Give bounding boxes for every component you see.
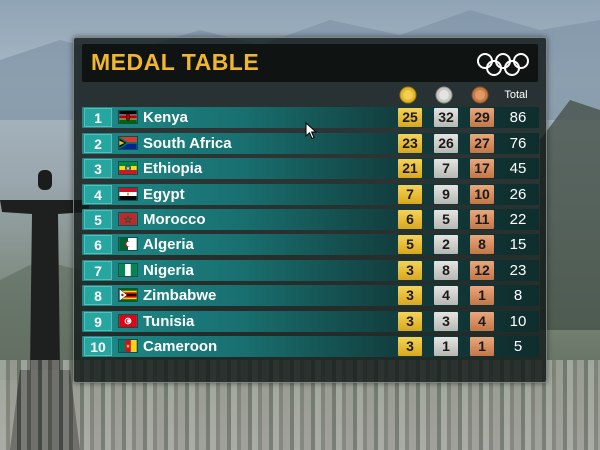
bronze-count: 11 bbox=[470, 210, 494, 229]
table-row: 6 Algeria 5 2 8 15 bbox=[82, 234, 539, 255]
cameroon-flag-icon bbox=[118, 339, 138, 353]
rank-badge: 8 bbox=[84, 286, 112, 305]
gold-count: 3 bbox=[398, 312, 422, 331]
gold-count: 21 bbox=[398, 159, 422, 178]
gold-count: 25 bbox=[398, 108, 422, 127]
mouse-cursor-icon bbox=[305, 122, 317, 140]
table-row: 7 Nigeria 3 8 12 23 bbox=[82, 260, 539, 281]
silver-count: 4 bbox=[434, 286, 458, 305]
table-row: 4 Egypt 7 9 10 26 bbox=[82, 184, 539, 205]
bronze-medal-icon bbox=[471, 86, 489, 104]
country-name: Kenya bbox=[143, 109, 189, 126]
table-row: 3 Ethiopia 21 7 17 45 bbox=[82, 158, 539, 179]
total-count: 76 bbox=[509, 135, 527, 152]
rank-badge: 4 bbox=[84, 185, 112, 204]
silver-count: 9 bbox=[434, 185, 458, 204]
rank-badge: 7 bbox=[84, 261, 112, 280]
bronze-count: 4 bbox=[470, 312, 494, 331]
bronze-count: 1 bbox=[470, 337, 494, 356]
egypt-flag-icon bbox=[118, 187, 138, 201]
total-count: 22 bbox=[509, 211, 527, 228]
bronze-count: 8 bbox=[470, 235, 494, 254]
total-count: 15 bbox=[509, 236, 527, 253]
total-count: 45 bbox=[509, 160, 527, 177]
total-count: 5 bbox=[513, 338, 523, 355]
country-name: Cameroon bbox=[143, 338, 218, 355]
gold-column-header bbox=[399, 86, 417, 106]
silver-count: 26 bbox=[434, 134, 458, 153]
silver-count: 7 bbox=[434, 159, 458, 178]
country-name: Nigeria bbox=[143, 262, 194, 279]
medal-table-panel: MEDAL TABLE Total 1 bbox=[73, 37, 547, 383]
table-row: 9 Tunisia 3 3 4 10 bbox=[82, 311, 539, 332]
rank-badge: 5 bbox=[84, 210, 112, 229]
country-name: Tunisia bbox=[143, 313, 195, 330]
total-count: 86 bbox=[509, 109, 527, 126]
rank-badge: 3 bbox=[84, 159, 112, 178]
algeria-flag-icon bbox=[118, 237, 138, 251]
bronze-count: 1 bbox=[470, 286, 494, 305]
bronze-count: 12 bbox=[470, 261, 494, 280]
total-count: 23 bbox=[509, 262, 527, 279]
rank-badge: 2 bbox=[84, 134, 112, 153]
silver-count: 3 bbox=[434, 312, 458, 331]
country-name: Ethiopia bbox=[143, 160, 203, 177]
statue-silhouette bbox=[0, 170, 90, 450]
rank-badge: 9 bbox=[84, 312, 112, 331]
gold-count: 7 bbox=[398, 185, 422, 204]
country-name: Algeria bbox=[143, 236, 194, 253]
rank-badge: 6 bbox=[84, 235, 112, 254]
table-row: 10 Cameroon 3 1 1 5 bbox=[82, 336, 539, 357]
gold-count: 3 bbox=[398, 337, 422, 356]
bronze-count: 27 bbox=[470, 134, 494, 153]
tunisia-flag-icon bbox=[118, 314, 138, 328]
silver-column-header bbox=[435, 86, 453, 106]
total-count: 8 bbox=[513, 287, 523, 304]
table-row: 2 South Africa 23 26 27 76 bbox=[82, 133, 539, 154]
silver-count: 32 bbox=[434, 108, 458, 127]
rank-badge: 10 bbox=[84, 337, 112, 356]
kenya-flag-icon bbox=[118, 110, 138, 124]
bronze-count: 10 bbox=[470, 185, 494, 204]
panel-header: MEDAL TABLE bbox=[82, 44, 538, 82]
nigeria-flag-icon bbox=[118, 263, 138, 277]
silver-count: 1 bbox=[434, 337, 458, 356]
bronze-count: 17 bbox=[470, 159, 494, 178]
total-column-header: Total bbox=[504, 89, 528, 101]
bronze-count: 29 bbox=[470, 108, 494, 127]
gold-count: 5 bbox=[398, 235, 422, 254]
gold-count: 6 bbox=[398, 210, 422, 229]
gold-count: 23 bbox=[398, 134, 422, 153]
table-row: 1 Kenya 25 32 29 86 bbox=[82, 107, 539, 128]
rank-badge: 1 bbox=[84, 108, 112, 127]
gold-count: 3 bbox=[398, 286, 422, 305]
south-africa-flag-icon bbox=[118, 136, 138, 150]
total-count: 10 bbox=[509, 313, 527, 330]
country-name: South Africa bbox=[143, 135, 232, 152]
country-name: Egypt bbox=[143, 186, 185, 203]
table-row: 5 Morocco 6 5 11 22 bbox=[82, 209, 539, 230]
silver-count: 5 bbox=[434, 210, 458, 229]
bronze-column-header bbox=[471, 86, 489, 106]
silver-count: 8 bbox=[434, 261, 458, 280]
page-title: MEDAL TABLE bbox=[91, 49, 260, 75]
silver-medal-icon bbox=[435, 86, 453, 104]
gold-medal-icon bbox=[399, 86, 417, 104]
gold-count: 3 bbox=[398, 261, 422, 280]
table-row: 8 Zimbabwe 3 4 1 8 bbox=[82, 285, 539, 306]
country-name: Morocco bbox=[143, 211, 206, 228]
morocco-flag-icon bbox=[118, 212, 138, 226]
ethiopia-flag-icon bbox=[118, 161, 138, 175]
silver-count: 2 bbox=[434, 235, 458, 254]
total-count: 26 bbox=[509, 186, 527, 203]
zimbabwe-flag-icon bbox=[118, 288, 138, 302]
country-name: Zimbabwe bbox=[143, 287, 217, 304]
olympic-rings-icon bbox=[477, 53, 529, 76]
